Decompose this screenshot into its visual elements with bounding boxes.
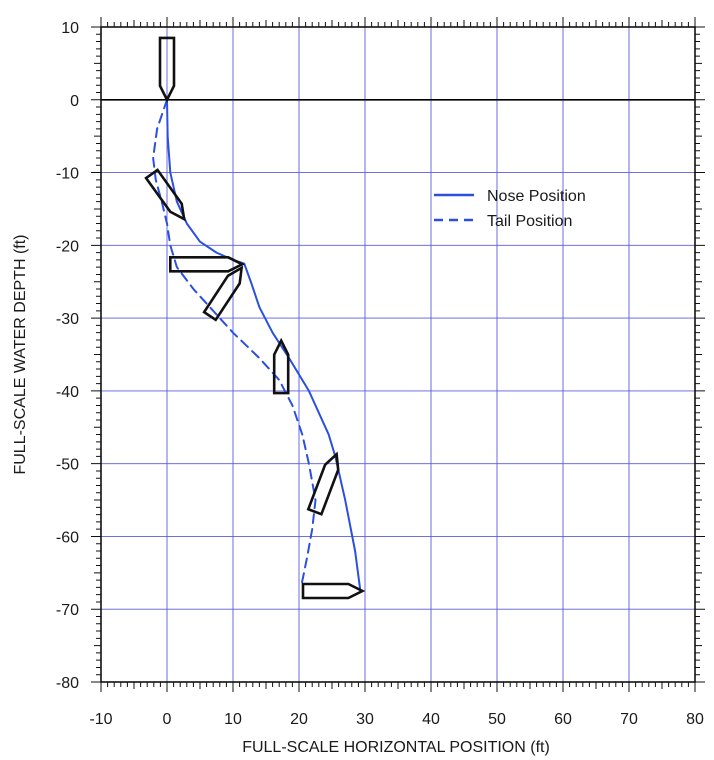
legend-label-tail-position: Tail Position bbox=[487, 213, 572, 230]
x-tick-label: 20 bbox=[290, 711, 308, 728]
axis-ticks bbox=[91, 17, 705, 692]
vehicle-marker bbox=[158, 36, 176, 103]
grid-layer bbox=[101, 27, 695, 682]
x-axis-title: FULL-SCALE HORIZONTAL POSITION (ft) bbox=[242, 739, 550, 756]
x-tick-label: 40 bbox=[422, 711, 440, 728]
vehicle-marker bbox=[169, 255, 246, 273]
vehicle-marker bbox=[301, 582, 366, 600]
vehicle-markers bbox=[144, 36, 366, 600]
y-tick-label: -80 bbox=[56, 675, 79, 692]
y-tick-label: -40 bbox=[56, 384, 79, 401]
vehicle-marker bbox=[272, 337, 290, 395]
legend: Nose Position Tail Position bbox=[434, 188, 586, 230]
x-tick-label: 60 bbox=[554, 711, 572, 728]
y-tick-label: -30 bbox=[56, 311, 79, 328]
y-tick-label: -50 bbox=[56, 457, 79, 474]
series-layer bbox=[152, 98, 362, 593]
series-line-nose-position bbox=[166, 98, 362, 593]
x-tick-label: -10 bbox=[89, 711, 112, 728]
plot-frame bbox=[100, 26, 696, 683]
x-tick-label: 80 bbox=[686, 711, 704, 728]
x-tick-label: 30 bbox=[356, 711, 374, 728]
x-tick-label: 10 bbox=[224, 711, 242, 728]
legend-label-nose-position: Nose Position bbox=[487, 188, 586, 205]
vehicle-marker bbox=[306, 451, 340, 516]
y-axis-title: FULL-SCALE WATER DEPTH (ft) bbox=[12, 234, 29, 474]
y-tick-label: -70 bbox=[56, 602, 79, 619]
x-tick-label: 50 bbox=[488, 711, 506, 728]
axis-tick-marks bbox=[91, 17, 705, 692]
x-tick-label: 0 bbox=[163, 711, 172, 728]
y-tick-label: 0 bbox=[70, 93, 79, 110]
y-tick-label: -10 bbox=[56, 166, 79, 183]
vehicle-marker bbox=[144, 168, 186, 222]
y-tick-label: 10 bbox=[61, 20, 79, 37]
vehicle-marker bbox=[202, 265, 244, 322]
y-tick-label: -20 bbox=[56, 238, 79, 255]
x-tick-label: 70 bbox=[620, 711, 638, 728]
y-tick-label: -60 bbox=[56, 529, 79, 546]
tick-labels: -10 0 10 20 30 40 50 60 70 80 10 0 -10 -20 -30 -40 -50 -6… bbox=[56, 20, 704, 728]
